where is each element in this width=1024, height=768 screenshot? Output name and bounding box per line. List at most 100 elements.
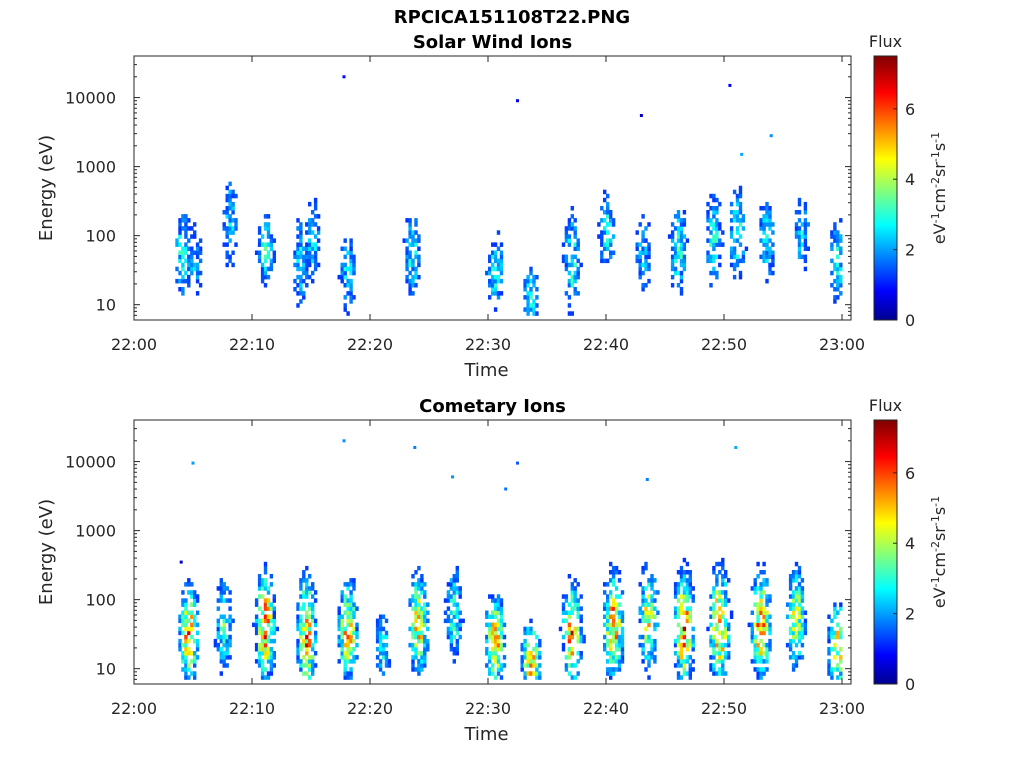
heatmap-cell: [340, 647, 344, 652]
heatmap-cell: [526, 278, 530, 284]
heatmap-cell: [724, 642, 728, 648]
heatmap-cell: [573, 234, 577, 239]
heatmap-cell: [414, 594, 418, 599]
heatmap-cell: [567, 622, 572, 628]
heatmap-cell: [455, 590, 459, 595]
heatmap-cell: [187, 638, 191, 644]
heatmap-cell: [190, 250, 194, 255]
heatmap-cell: [564, 630, 569, 636]
heatmap-cell: [346, 614, 350, 619]
heatmap-cell: [685, 614, 690, 619]
heatmap-cell: [491, 594, 495, 599]
heatmap-cell: [417, 667, 421, 672]
heatmap-cell: [836, 295, 840, 300]
heatmap-cell: [606, 667, 610, 672]
heatmap-cell: [234, 193, 238, 199]
heatmap-cell: [493, 622, 498, 628]
heatmap-cell: [771, 270, 775, 276]
heatmap-cell: [788, 594, 793, 599]
heatmap-cell: [269, 630, 274, 636]
heatmap-cell: [349, 622, 353, 628]
heatmap-cell: [718, 606, 722, 611]
heatmap-cell: [260, 270, 265, 276]
heatmap-cell: [797, 201, 802, 207]
heatmap-cell: [299, 222, 303, 227]
heatmap-cell: [718, 262, 722, 268]
heatmap-cell: [606, 651, 610, 656]
heatmap-cell: [184, 218, 188, 223]
heatmap-cell: [231, 218, 235, 223]
heatmap-cell: [343, 582, 347, 587]
heatmap-cell: [609, 578, 613, 583]
heatmap-cell: [756, 651, 760, 656]
colorbar-tick-label: 0: [905, 311, 915, 330]
heatmap-cell: [682, 210, 687, 215]
heatmap-cell: [184, 242, 188, 247]
heatmap-cell: [181, 590, 185, 595]
heatmap-cell: [644, 610, 648, 615]
heatmap-cell: [187, 630, 191, 636]
heatmap-cell: [706, 238, 710, 243]
heatmap-cell: [305, 270, 309, 276]
heatmap-cell: [228, 206, 232, 211]
heatmap-cell: [762, 242, 766, 247]
heatmap-cell: [827, 671, 831, 676]
heatmap-cell: [231, 201, 235, 207]
heatmap-cell: [768, 206, 772, 211]
heatmap-cell: [839, 647, 843, 652]
heatmap-cell: [532, 671, 536, 676]
heatmap-cell: [573, 578, 577, 583]
heatmap-cell: [225, 634, 229, 640]
heatmap-cell: [272, 618, 276, 624]
heatmap-cell: [673, 590, 678, 595]
heatmap-cell: [496, 671, 501, 676]
heatmap-cell: [184, 642, 188, 648]
heatmap-cell: [352, 659, 356, 664]
heatmap-cell: [676, 234, 681, 239]
heatmap-cell: [570, 278, 574, 284]
heatmap-cell: [263, 561, 268, 567]
heatmap-cell: [269, 238, 274, 243]
heatmap-cell: [485, 638, 489, 644]
heatmap-cell: [791, 578, 796, 583]
heatmap-cell: [178, 638, 182, 644]
x-tick-label: 22:30: [465, 699, 511, 718]
heatmap-cell: [420, 614, 424, 619]
heatmap-cell: [346, 311, 350, 316]
heatmap-cell: [343, 254, 347, 260]
heatmap-cell: [679, 630, 684, 636]
heatmap-cell: [803, 618, 808, 624]
heatmap-cell: [709, 667, 713, 672]
heatmap-cell: [803, 230, 808, 235]
heatmap-cell: [190, 626, 194, 632]
heatmap-cell: [797, 230, 802, 235]
heatmap-cell: [219, 594, 223, 599]
heatmap-cell: [573, 226, 577, 231]
heatmap-cell: [729, 254, 734, 260]
heatmap-cell: [343, 655, 347, 660]
colorbar-unit-label: eV-1cm-2sr-1s-1: [929, 496, 950, 608]
heatmap-cell: [305, 638, 309, 644]
heatmap-cell: [496, 655, 501, 660]
heatmap-cell: [257, 226, 262, 231]
heatmap-cell: [305, 254, 309, 260]
heatmap-cell: [523, 642, 527, 648]
heatmap-cell: [257, 250, 262, 255]
heatmap-cell: [688, 667, 692, 672]
heatmap-cell: [443, 598, 448, 603]
heatmap-cell: [647, 266, 651, 272]
heatmap-cell: [709, 634, 713, 640]
heatmap-cell: [688, 663, 692, 668]
heatmap-cell: [195, 250, 200, 255]
heatmap-cell: [836, 266, 840, 272]
colorbar-tick-label: 2: [905, 605, 915, 624]
heatmap-cell: [496, 262, 501, 268]
heatmap-cell: [644, 586, 648, 591]
heatmap-cell: [269, 647, 274, 652]
heatmap-cell: [682, 242, 687, 247]
heatmap-cell: [266, 651, 271, 656]
heatmap-cell: [753, 647, 757, 652]
heatmap-cell: [750, 630, 754, 636]
heatmap-cell: [794, 622, 799, 628]
heatmap-cell: [839, 291, 843, 296]
